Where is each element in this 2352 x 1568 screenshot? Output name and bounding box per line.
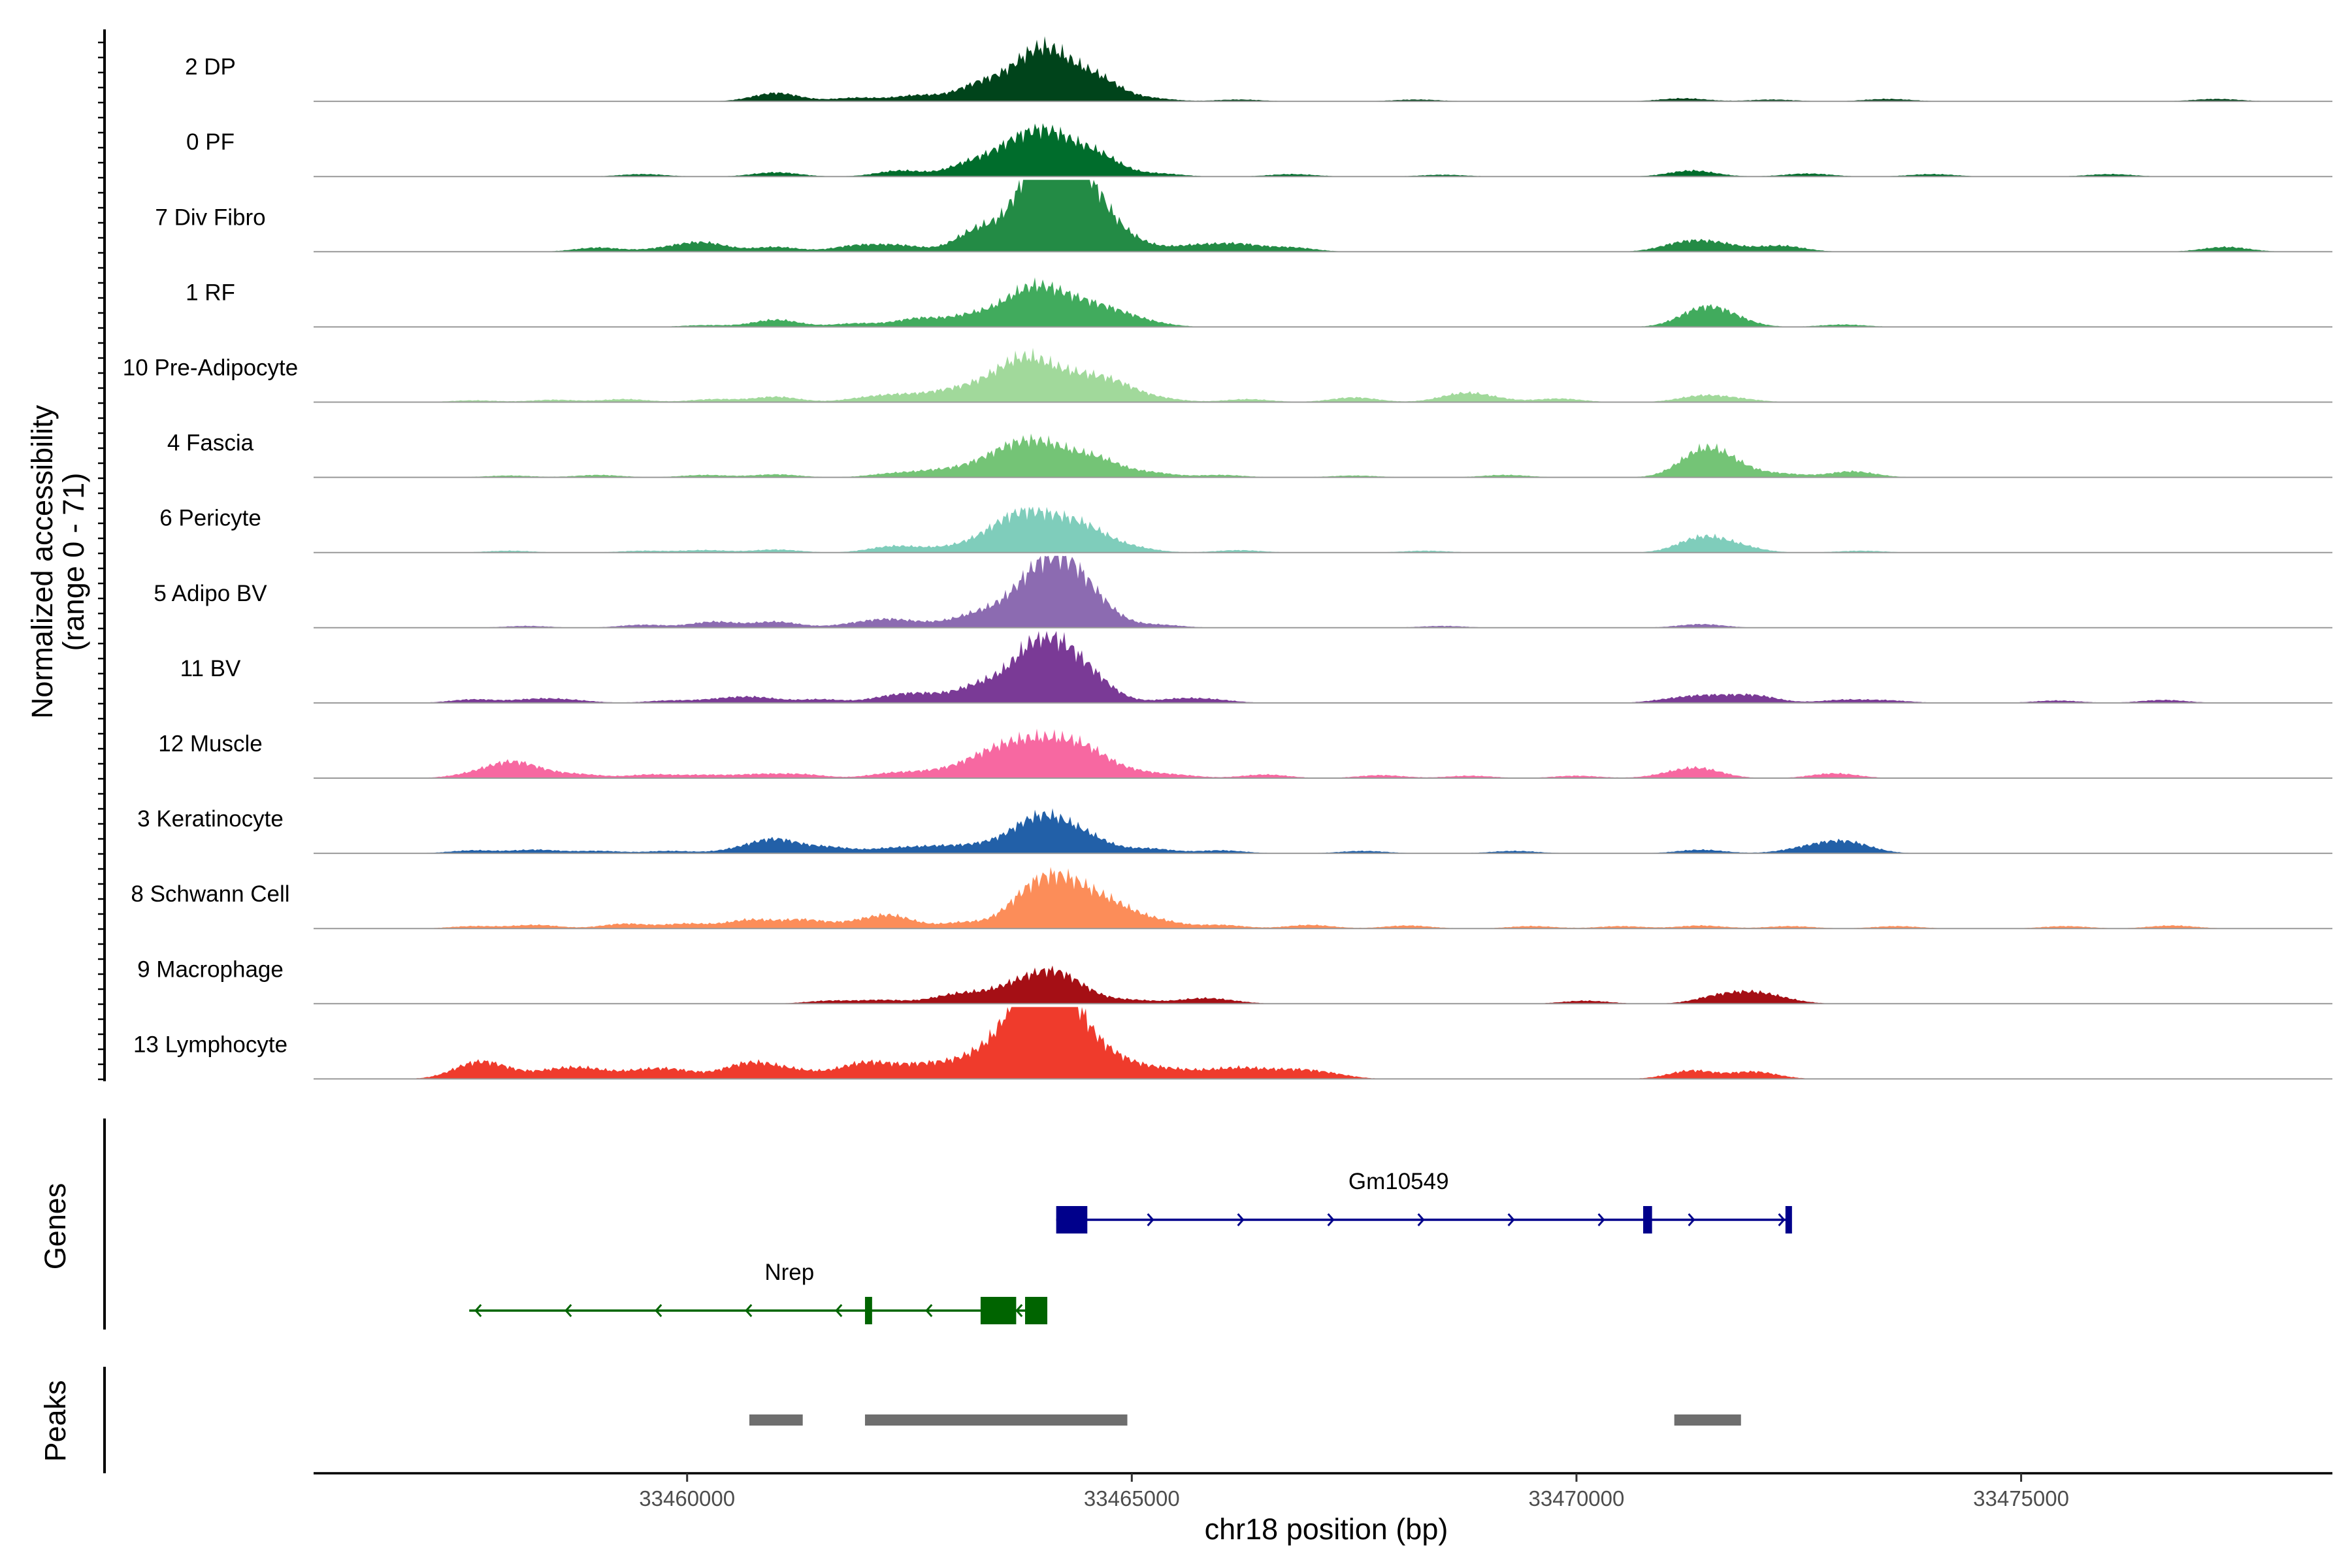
track-area — [314, 433, 2332, 478]
peak-region — [864, 1414, 1128, 1426]
gene-exon — [980, 1297, 1017, 1324]
gene-name-label: Gm10549 — [1348, 1169, 1449, 1194]
strand-arrow — [925, 1304, 933, 1317]
track-label: 0 PF — [186, 129, 235, 155]
track-area — [314, 123, 2332, 177]
track-area — [314, 277, 2332, 327]
gene-exon — [1056, 1206, 1088, 1233]
track-10-pre-adipocyte: 10 Pre-Adipocyte — [123, 348, 2332, 403]
track-area — [314, 348, 2332, 402]
strand-arrow — [1327, 1213, 1335, 1226]
track-area — [314, 180, 2332, 252]
track-label: 3 Keratinocyte — [137, 806, 284, 832]
track-13-lymphocyte: 13 Lymphocyte — [133, 1007, 2332, 1080]
y-axis-title-line2: (range 0 - 71) — [57, 473, 90, 651]
peak-region — [1674, 1414, 1741, 1426]
strand-arrow — [1778, 1213, 1786, 1226]
gene-name-label: Nrep — [764, 1260, 814, 1285]
track-area — [314, 1007, 2332, 1079]
gene-exon — [1024, 1297, 1048, 1324]
track-label: 4 Fascia — [167, 431, 254, 456]
gene-exon — [864, 1297, 872, 1324]
strand-arrow — [1147, 1213, 1154, 1226]
track-area — [314, 808, 2332, 854]
track-label: 11 BV — [180, 656, 241, 681]
gene-exon — [1785, 1206, 1792, 1233]
track-area — [314, 555, 2332, 628]
peak-panel — [103, 1367, 1741, 1473]
track-9-macrophage: 9 Macrophage — [137, 956, 2332, 1005]
left-axis — [98, 29, 106, 1081]
track-7-div-fibro: 7 Div Fibro — [155, 180, 2332, 253]
track-4-fascia: 4 Fascia — [167, 431, 2332, 478]
strand-arrow — [1015, 1304, 1023, 1317]
y-axis-title-line1: Normalized accessibility — [25, 404, 59, 719]
track-label: 12 Muscle — [158, 731, 263, 757]
track-area — [314, 965, 2332, 1004]
track-area — [314, 866, 2332, 929]
genes-panel-title: Genes — [39, 1183, 72, 1270]
track-8-schwann-cell: 8 Schwann Cell — [131, 866, 2332, 930]
x-tick-label: 33470000 — [1529, 1486, 1625, 1511]
track-label: 5 Adipo BV — [154, 581, 267, 606]
coverage-tracks: 2 DP 0 PF 7 Div Fibro 1 RF 10 Pre-Adipocyte 4… — [123, 36, 2332, 1080]
x-tick-label: 33475000 — [1973, 1486, 2069, 1511]
track-area — [314, 506, 2332, 553]
track-label: 13 Lymphocyte — [133, 1032, 287, 1057]
gene-exon — [1643, 1206, 1652, 1233]
strand-arrow — [564, 1304, 572, 1317]
track-6-pericyte: 6 Pericyte — [159, 506, 2332, 553]
x-axis-title: chr18 position (bp) — [1205, 1512, 1448, 1546]
track-label: 7 Div Fibro — [155, 204, 265, 230]
gene-gm10549: Gm10549 — [1056, 1169, 1792, 1233]
strand-arrow — [655, 1304, 662, 1317]
x-tick-label: 33460000 — [639, 1486, 735, 1511]
track-label: 10 Pre-Adipocyte — [123, 355, 298, 381]
gene-nrep: Nrep — [469, 1260, 1048, 1324]
track-label: 1 RF — [186, 280, 235, 305]
track-0-pf: 0 PF — [186, 123, 2332, 178]
strand-arrow — [1237, 1213, 1245, 1226]
track-3-keratinocyte: 3 Keratinocyte — [137, 806, 2332, 855]
gene-panel: Gm10549 Nrep — [103, 1119, 1792, 1330]
track-area — [314, 728, 2332, 778]
strand-arrow — [745, 1304, 753, 1317]
track-2-dp: 2 DP — [185, 36, 2332, 103]
track-area — [314, 630, 2332, 703]
track-12-muscle: 12 Muscle — [158, 728, 2332, 779]
track-1-rf: 1 RF — [186, 277, 2332, 328]
peaks-panel-title: Peaks — [39, 1380, 72, 1462]
x-axis: 33460000 33465000 33470000 33475000 — [314, 1472, 2332, 1511]
peak-region — [749, 1414, 803, 1426]
track-5-adipo-bv: 5 Adipo BV — [154, 555, 2332, 629]
x-tick-label: 33465000 — [1084, 1486, 1180, 1511]
strand-arrow — [1688, 1213, 1695, 1226]
strand-arrow — [474, 1304, 482, 1317]
track-label: 6 Pericyte — [159, 506, 261, 531]
strand-arrow — [1417, 1213, 1425, 1226]
track-label: 2 DP — [185, 54, 236, 80]
track-11-bv: 11 BV — [180, 630, 2332, 704]
track-area — [314, 36, 2332, 102]
strand-arrow — [1597, 1213, 1605, 1226]
strand-arrow — [835, 1304, 843, 1317]
track-label: 8 Schwann Cell — [131, 881, 289, 907]
strand-arrow — [1507, 1213, 1515, 1226]
track-label: 9 Macrophage — [137, 956, 284, 982]
